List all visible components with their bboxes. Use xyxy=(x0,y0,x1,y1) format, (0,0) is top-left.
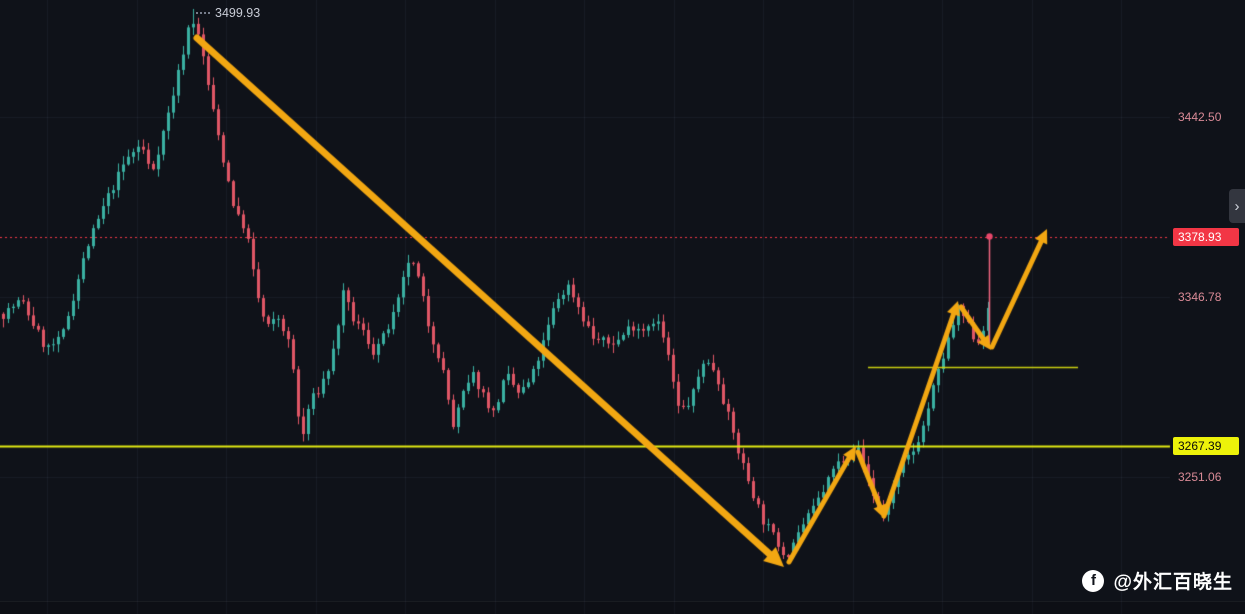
price-axis-label: 3251.06 xyxy=(1178,469,1222,484)
watermark-text: @外汇百晓生 xyxy=(1113,572,1233,593)
time-axis[interactable] xyxy=(0,601,1245,614)
leader-line xyxy=(196,12,210,14)
current-price-badge[interactable]: 3378.93 xyxy=(1173,227,1239,246)
price-axis-label: 3346.78 xyxy=(1178,289,1222,304)
high-price-value: 3499.93 xyxy=(215,6,261,20)
alert-price-badge[interactable]: 3267.39 xyxy=(1173,437,1239,456)
collapse-panel-button[interactable]: › xyxy=(1229,189,1245,223)
facebook-icon: f xyxy=(1082,569,1105,592)
price-axis-label: 3442.50 xyxy=(1178,109,1222,124)
price-scale[interactable]: 3442.50 3378.93 3346.78 3267.39 3251.06 xyxy=(1170,0,1245,614)
watermark: f @外汇百晓生 xyxy=(1082,567,1233,594)
high-price-label: 3499.93 xyxy=(196,6,260,20)
chevron-right-icon: › xyxy=(1234,197,1240,215)
